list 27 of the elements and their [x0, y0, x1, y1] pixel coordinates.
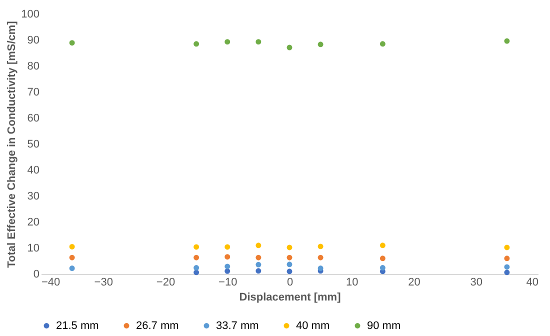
x-tick-label: 40 [526, 276, 538, 288]
x-axis-title: Displacement [mm] [239, 292, 342, 304]
legend-label: 40 mm [296, 320, 330, 332]
legend-label: 26.7 mm [136, 320, 179, 332]
y-tick-label: 40 [27, 164, 40, 176]
legend-label: 90 mm [367, 320, 401, 332]
y-tick-label: 30 [27, 190, 40, 202]
y-tick-label: 60 [27, 112, 40, 124]
y-tick-label: 70 [27, 86, 40, 98]
y-tick-label: 10 [27, 242, 40, 254]
x-tick-label: −40 [42, 276, 60, 288]
y-tick-label: 0 [33, 268, 40, 280]
x-tick-label: 10 [346, 276, 358, 288]
x-tick-label: −20 [156, 276, 176, 288]
legend-label: 33.7 mm [216, 320, 259, 332]
y-tick-label: 90 [27, 34, 40, 46]
y-tick-label: 100 [21, 8, 40, 20]
y-axis-title: Total Effective Change in Conductivity [mS/cm] [6, 20, 18, 268]
legend-label: 21.5 mm [56, 320, 99, 332]
x-tick-label: 0 [286, 276, 294, 288]
y-tick-label: 20 [27, 216, 40, 228]
x-tick-label: −10 [218, 276, 238, 288]
x-tick-label: 20 [408, 276, 420, 288]
x-tick-label: 30 [470, 276, 482, 288]
y-tick-label: 80 [27, 60, 40, 72]
x-tick-label: −30 [94, 276, 113, 288]
y-tick-label: 50 [27, 138, 40, 150]
